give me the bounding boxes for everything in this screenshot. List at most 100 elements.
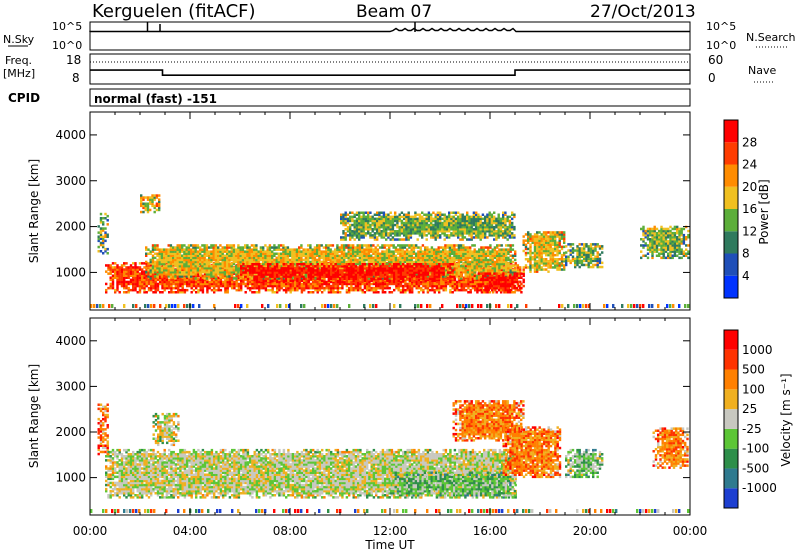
power-cell-4026 bbox=[428, 260, 431, 264]
power-cell-2617 bbox=[208, 254, 211, 257]
power-cell-874 bbox=[271, 284, 274, 288]
power-cell-367 bbox=[174, 272, 178, 275]
power-cell-2681 bbox=[219, 275, 222, 278]
power-cell-2284 bbox=[156, 262, 159, 266]
power-cell-2193 bbox=[510, 262, 513, 265]
power-cell-2644 bbox=[212, 254, 215, 257]
power-cell-2693 bbox=[219, 248, 222, 251]
power-cell-1756 bbox=[431, 286, 434, 290]
power-cell-3269 bbox=[309, 250, 312, 253]
power-cell-4849 bbox=[336, 269, 340, 272]
power-cell-3343 bbox=[320, 244, 323, 247]
power-cell-4388 bbox=[487, 271, 490, 274]
power-cell-4621 bbox=[264, 279, 268, 282]
power-cell-2397 bbox=[174, 250, 177, 253]
power-cell-1907 bbox=[458, 280, 461, 284]
power-cell-3222 bbox=[302, 264, 305, 268]
power-cell-3103 bbox=[282, 248, 285, 251]
power-cell-2406 bbox=[176, 260, 179, 264]
nsearch-tick-top: 10^5 bbox=[706, 20, 736, 33]
power-cell-4169 bbox=[451, 258, 454, 262]
power-cell-4634 bbox=[267, 265, 270, 268]
power-cell-2295 bbox=[158, 266, 161, 270]
power-cell-2572 bbox=[201, 250, 204, 253]
power-cell-3447 bbox=[338, 256, 341, 260]
power-cell-3030 bbox=[271, 254, 274, 257]
power-cell-3521 bbox=[349, 252, 353, 255]
power-cell-4911 bbox=[357, 275, 360, 278]
power-cell-2968 bbox=[262, 256, 265, 260]
power-cell-1891 bbox=[453, 268, 457, 271]
power-cell-1845 bbox=[447, 280, 450, 284]
power-cell-4826 bbox=[330, 267, 333, 270]
power-cell-2969 bbox=[262, 254, 265, 257]
power-cell-3707 bbox=[376, 244, 380, 247]
power-cell-95 bbox=[125, 270, 128, 273]
power-cell-1926 bbox=[462, 288, 466, 292]
power-cell-3267 bbox=[309, 254, 312, 257]
power-cell-4557 bbox=[240, 269, 243, 272]
power-cell-2712 bbox=[223, 266, 227, 270]
power-cell-1820 bbox=[442, 282, 445, 286]
power-cell-2721 bbox=[223, 246, 227, 249]
power-cell-2652 bbox=[214, 273, 218, 276]
power-cell-1495 bbox=[384, 282, 387, 286]
power-cell-4014 bbox=[426, 254, 429, 257]
power-cell-362 bbox=[174, 282, 178, 286]
power-cell-4193 bbox=[455, 266, 458, 270]
power-cell-4501 bbox=[505, 264, 508, 268]
power-cell-693 bbox=[237, 284, 241, 288]
power-cell-2522 bbox=[194, 271, 197, 274]
power-cell-1988 bbox=[474, 282, 477, 286]
power-cell-2409 bbox=[176, 254, 179, 257]
power-cell-1990 bbox=[474, 278, 477, 282]
power-cell-2398 bbox=[174, 248, 177, 251]
power-cell-4627 bbox=[264, 263, 268, 266]
power-cell-2630 bbox=[210, 254, 213, 257]
power-cell-2711 bbox=[223, 271, 227, 274]
power-cell-535 bbox=[206, 280, 209, 284]
power-cell-4959 bbox=[372, 273, 376, 276]
power-cell-324 bbox=[168, 282, 171, 286]
power-cell-821 bbox=[262, 286, 265, 290]
power-cell-4221 bbox=[460, 273, 463, 276]
power-cell-2313 bbox=[160, 256, 164, 260]
power-cell-1576 bbox=[399, 291, 403, 294]
power-cell-4477 bbox=[500, 258, 503, 262]
power-cell-2280 bbox=[156, 273, 159, 276]
power-cell-1967 bbox=[469, 280, 472, 284]
power-cell-4881 bbox=[348, 271, 351, 274]
power-cell-4211 bbox=[457, 258, 461, 262]
power-cell-4744 bbox=[303, 271, 306, 274]
power-cell-593 bbox=[217, 284, 220, 288]
power-cell-0 bbox=[105, 291, 108, 294]
power-cell-3976 bbox=[419, 248, 422, 251]
power-cell-3442 bbox=[338, 266, 341, 270]
power-cell-1059 bbox=[305, 286, 308, 290]
power-cell-2563 bbox=[201, 271, 204, 274]
power-cell-1098 bbox=[312, 282, 315, 286]
power-cell-4299 bbox=[471, 252, 474, 255]
power-cell-4287 bbox=[469, 246, 472, 249]
power-cell-252 bbox=[154, 276, 157, 279]
power-cell-4804 bbox=[323, 267, 326, 270]
power-cell-4479 bbox=[500, 254, 503, 257]
power-cell-3736 bbox=[383, 275, 386, 278]
power-cell-2838 bbox=[241, 250, 245, 253]
power-cell-443 bbox=[190, 291, 193, 294]
power-cell-4700 bbox=[289, 273, 292, 276]
power-cell-4278 bbox=[469, 266, 472, 270]
power-cell-2331 bbox=[165, 273, 168, 276]
power-cell-4281 bbox=[469, 260, 472, 264]
power-cell-2899 bbox=[250, 244, 254, 247]
power-cell-4563 bbox=[244, 277, 247, 280]
power-cell-4157 bbox=[448, 248, 452, 251]
power-cell-4618 bbox=[262, 271, 265, 274]
power-cell-3599 bbox=[361, 248, 364, 251]
power-cell-4181 bbox=[453, 258, 456, 262]
power-cell-8 bbox=[107, 266, 110, 269]
power-cell-886 bbox=[273, 284, 277, 288]
power-cell-4725 bbox=[296, 263, 299, 266]
power-cell-3581 bbox=[358, 250, 362, 253]
power-cell-1261 bbox=[341, 286, 344, 290]
